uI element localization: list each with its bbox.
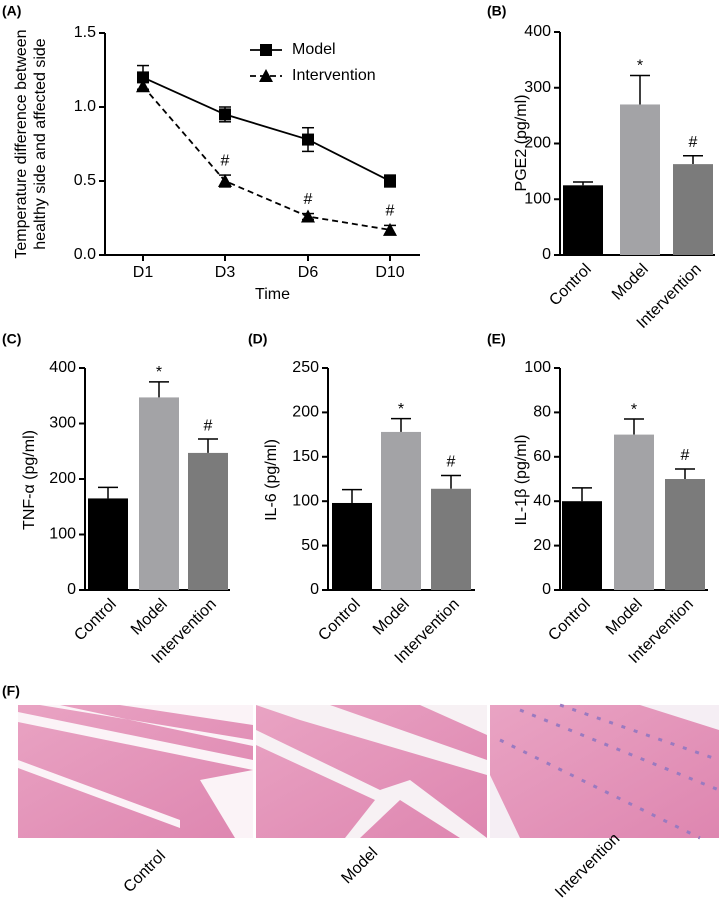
- x-tick-label: Model: [128, 596, 171, 639]
- bar: [88, 498, 128, 590]
- panel-label: (E): [487, 331, 506, 347]
- y-tick-label: 150: [292, 448, 319, 465]
- bar: [332, 502, 372, 590]
- y-axis-label: Temperature difference between: [13, 29, 30, 258]
- panel-label: (A): [2, 3, 21, 19]
- y-tick-label: 300: [49, 415, 76, 432]
- y-axis-label: IL-1β (pg/ml): [513, 435, 530, 526]
- panel-label: (B): [487, 3, 506, 19]
- x-tick-label: Model: [609, 261, 652, 304]
- annotation: #: [304, 191, 313, 208]
- x-tick-label: Model: [603, 596, 646, 639]
- y-tick-label: 400: [524, 23, 551, 40]
- y-axis-label: IL-6 (pg/ml): [263, 439, 280, 521]
- y-tick-label: 20: [533, 537, 551, 554]
- y-axis-label: healthy side and affected side: [32, 38, 49, 250]
- bar: [620, 104, 660, 255]
- y-tick-label: 100: [524, 359, 551, 376]
- y-tick-label: 40: [533, 492, 551, 509]
- x-tick-label: Control: [545, 596, 594, 645]
- y-tick-label: 1.5: [74, 24, 96, 41]
- panel-label: (C): [2, 331, 21, 347]
- bar: [562, 501, 602, 590]
- image-caption: Control: [121, 848, 170, 897]
- x-tick-label: Control: [546, 261, 595, 310]
- y-tick-label: 200: [524, 135, 551, 152]
- image-caption: Model: [338, 844, 381, 887]
- y-tick-label: 100: [49, 526, 76, 543]
- marker: [384, 175, 396, 187]
- y-tick-label: 200: [49, 470, 76, 487]
- annotation: #: [386, 203, 395, 220]
- y-tick-label: 0.5: [74, 172, 96, 189]
- annotation: #: [221, 152, 230, 169]
- bar: [665, 479, 705, 590]
- marker: [301, 209, 315, 223]
- bar: [431, 488, 471, 590]
- bar: [381, 431, 421, 590]
- annotation: *: [156, 364, 162, 381]
- annotation: *: [637, 58, 643, 75]
- tissue-gap: [18, 705, 253, 838]
- bar: [563, 185, 603, 255]
- series-line: [142, 76, 391, 182]
- bar: [188, 452, 228, 590]
- y-tick-label: 0.0: [74, 246, 96, 263]
- x-axis-label: Time: [255, 286, 290, 303]
- y-tick-label: 80: [533, 404, 551, 421]
- nuclei: [499, 703, 720, 840]
- y-tick-label: 300: [524, 79, 551, 96]
- y-tick-label: 100: [524, 190, 551, 207]
- annotation: #: [204, 417, 213, 434]
- y-axis-label: TNF-α (pg/ml): [21, 430, 38, 530]
- y-tick-label: 0: [67, 581, 76, 598]
- bar: [614, 434, 654, 590]
- image-intervention: [490, 705, 719, 838]
- marker: [259, 69, 273, 82]
- histology-images: [18, 703, 720, 840]
- marker: [383, 222, 397, 236]
- marker: [136, 79, 150, 93]
- series-line: [142, 85, 391, 231]
- legend-label: Model: [292, 41, 336, 58]
- y-tick-label: 250: [292, 359, 319, 376]
- x-tick-label: Control: [315, 596, 364, 645]
- y-tick-label: 0: [310, 581, 319, 598]
- x-tick-label: D10: [375, 264, 404, 281]
- marker: [302, 133, 314, 146]
- image-caption: Intervention: [552, 830, 623, 901]
- x-tick-label: D6: [298, 264, 319, 281]
- y-tick-label: 50: [301, 537, 319, 554]
- y-tick-label: 100: [292, 492, 319, 509]
- x-tick-label: D3: [215, 264, 236, 281]
- y-tick-label: 200: [292, 404, 319, 421]
- marker: [219, 108, 231, 121]
- annotation: #: [681, 447, 690, 464]
- x-tick-label: Control: [71, 596, 120, 645]
- y-tick-label: 0: [542, 246, 551, 263]
- y-tick-label: 400: [49, 359, 76, 376]
- legend-label: Intervention: [292, 67, 376, 84]
- panel-label: (F): [2, 683, 20, 699]
- y-axis-label: PGE2 (pg/ml): [513, 95, 530, 192]
- x-tick-label: Model: [370, 596, 413, 639]
- bar: [673, 164, 713, 255]
- y-tick-label: 1.0: [74, 98, 96, 115]
- tissue-gap: [490, 705, 719, 838]
- x-tick-label: D1: [133, 264, 154, 281]
- panel-label: (D): [248, 331, 267, 347]
- annotation: *: [631, 401, 637, 418]
- bar: [139, 397, 179, 590]
- annotation: #: [447, 454, 456, 471]
- marker: [137, 71, 149, 84]
- annotation: *: [398, 401, 404, 418]
- annotation: #: [689, 134, 698, 151]
- marker: [260, 44, 272, 56]
- tissue-gap: [256, 705, 487, 838]
- y-tick-label: 0: [542, 581, 551, 598]
- marker: [218, 174, 232, 187]
- y-tick-label: 60: [533, 448, 551, 465]
